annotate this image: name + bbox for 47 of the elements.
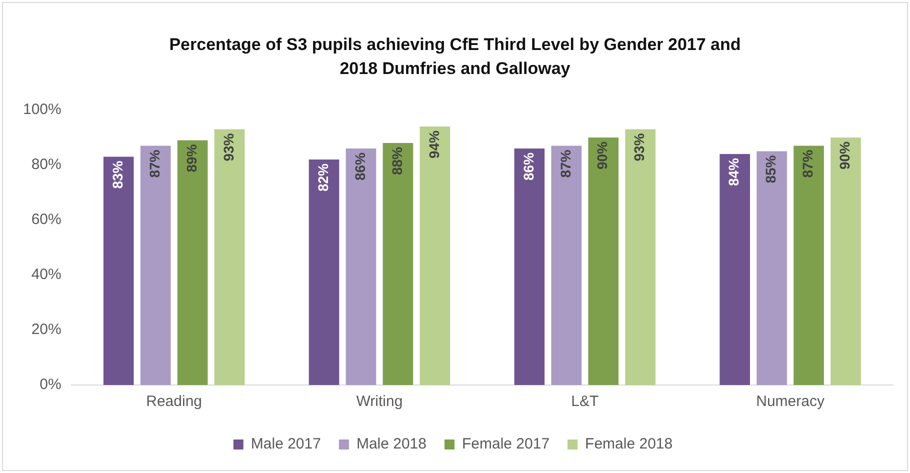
bar	[625, 129, 656, 385]
data-label: 83%	[109, 160, 126, 189]
bar	[830, 138, 861, 385]
legend-label: Male 2017	[250, 436, 321, 453]
data-label: 90%	[594, 140, 610, 170]
y-tick-label: 20%	[31, 321, 62, 338]
bar	[794, 146, 824, 385]
legend-label: Male 2018	[356, 436, 427, 453]
bar	[177, 140, 208, 385]
data-label: 93%	[220, 132, 236, 162]
y-tick-label: 40%	[31, 266, 62, 284]
y-tick-label: 80%	[31, 156, 62, 174]
data-label: 94%	[426, 130, 442, 159]
data-label: 86%	[520, 152, 536, 181]
y-tick-label: 100%	[22, 101, 62, 118]
data-label: 84%	[726, 157, 742, 186]
x-tick-label: L&T	[571, 393, 599, 410]
data-label: 82%	[314, 162, 331, 192]
bar	[551, 146, 582, 385]
bar	[588, 138, 619, 385]
data-label: 89%	[183, 144, 200, 172]
bar	[346, 148, 376, 385]
y-tick-label: 60%	[31, 211, 62, 228]
bar	[103, 156, 134, 385]
bar	[756, 151, 787, 385]
legend-label: Female 2018	[585, 436, 673, 453]
bar	[514, 148, 545, 385]
bar	[382, 143, 414, 385]
bar	[140, 146, 171, 385]
bar	[420, 126, 450, 385]
data-label: 90%	[836, 140, 853, 170]
data-label: 87%	[146, 149, 162, 178]
data-label: 93%	[631, 132, 648, 162]
data-label: 87%	[800, 149, 816, 178]
data-label: 86%	[352, 152, 368, 181]
x-tick-label: Reading	[146, 393, 202, 410]
y-tick-label: 0%	[40, 376, 62, 394]
data-label: 87%	[557, 149, 574, 178]
bar	[214, 129, 245, 385]
data-label: 88%	[388, 146, 405, 176]
chart-title: Percentage of S3 pupils achieving CfE Third Level by Gender 2017 and 2018 Dumfries and Galloway	[168, 34, 742, 80]
legend-label: Female 2017	[462, 436, 550, 453]
bar	[308, 160, 340, 385]
data-label: 85%	[762, 154, 779, 184]
x-tick-label: Writing	[356, 393, 403, 410]
x-tick-label: Numeracy	[756, 393, 825, 410]
bar	[720, 154, 750, 385]
